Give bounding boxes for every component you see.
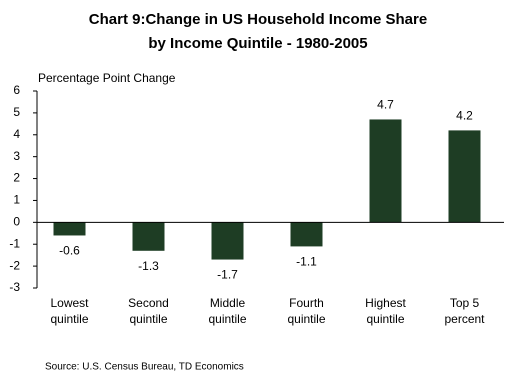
value-label: -1.7 [217,268,238,282]
y-tick-label: 4 [13,127,20,141]
x-tick-label: Middle [210,296,246,310]
value-label: -0.6 [59,244,80,258]
chart-title: by Income Quintile - 1980-2005 [148,35,367,52]
y-tick-label: 5 [13,105,20,119]
y-tick-label: 1 [13,193,20,207]
value-label: -1.1 [296,255,317,269]
x-tick-label: quintile [208,312,246,326]
y-tick-label: 6 [13,83,20,97]
source: Source: U.S. Census Bureau, TD Economics [45,362,244,373]
value-label: 4.7 [377,98,394,112]
y-tick-label: 2 [13,171,20,185]
x-tick-label: percent [444,312,485,326]
x-tick-label: Highest [365,296,406,310]
chart-title: Chart 9:Change in US Household Income Sh… [89,11,427,28]
y-tick-label: -2 [9,258,20,272]
bar [211,222,244,260]
x-tick-label: quintile [129,312,167,326]
bar [369,119,402,223]
y-tick-label: -3 [9,280,20,294]
value-label: -1.3 [138,259,159,273]
bar [132,222,165,251]
x-tick-label: quintile [50,312,88,326]
y-axis-label: Percentage Point Change [38,71,176,85]
y-tick-label: -1 [9,236,20,250]
y-tick-label: 3 [13,149,20,163]
x-tick-label: Top 5 [450,296,480,310]
bar [53,222,86,236]
value-label: 4.2 [456,109,473,123]
bar [448,130,481,223]
x-tick-label: quintile [287,312,325,326]
x-tick-label: Lowest [50,296,89,310]
x-tick-label: Fourth [289,296,324,310]
x-tick-label: quintile [366,312,404,326]
x-tick-label: Second [128,296,169,310]
bar [290,222,323,247]
y-tick-label: 0 [13,215,20,229]
